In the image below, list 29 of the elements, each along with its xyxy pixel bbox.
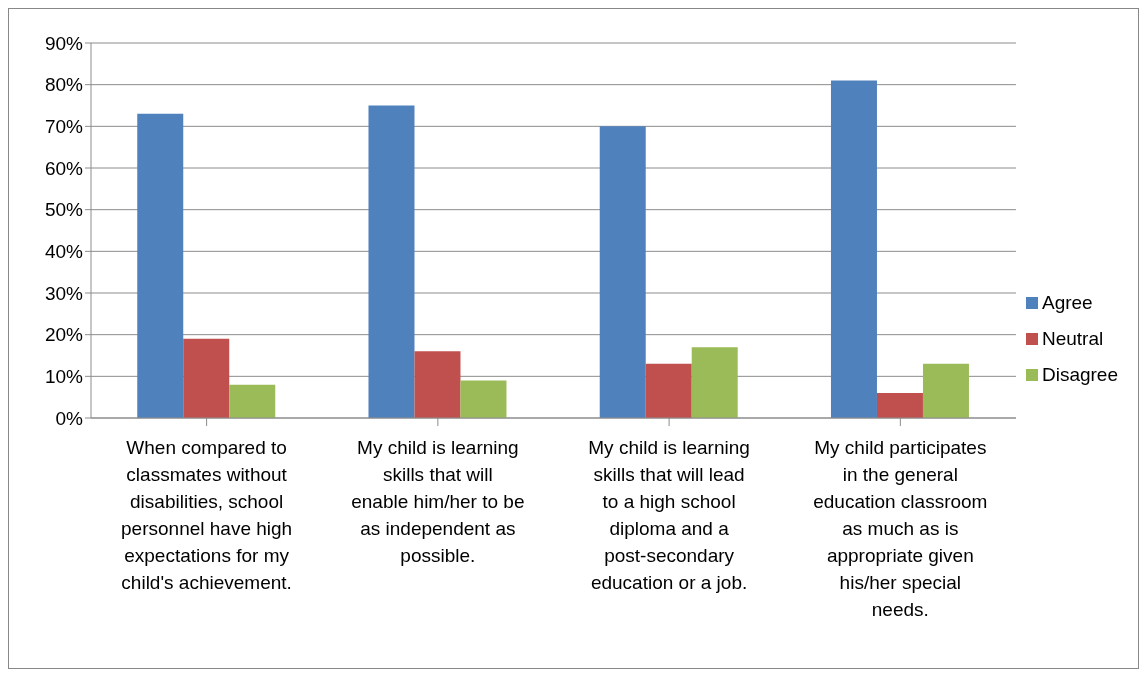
y-tick-label: 10% (44, 366, 84, 388)
bar (460, 380, 507, 418)
y-tick-label: 40% (44, 241, 84, 263)
bar (691, 347, 738, 418)
bar (229, 384, 276, 418)
y-tick-label: 0% (55, 407, 84, 429)
bar (414, 351, 461, 418)
legend-label: Neutral (1041, 327, 1104, 349)
legend-label: Disagree (1041, 363, 1118, 385)
bar (876, 393, 923, 418)
bar (599, 126, 646, 418)
bar (183, 338, 230, 418)
y-tick-label: 50% (44, 199, 84, 221)
bar (922, 363, 969, 418)
bar (368, 105, 415, 418)
x-tick-label: My child is learning skills that will enable him/her to be as independent as possible. (351, 437, 525, 566)
bar (137, 113, 184, 418)
x-tick-label: When compared to classmates without disabilities, school personnel have high expectations for my child's achievement. (121, 437, 293, 593)
y-tick-label: 90% (44, 32, 84, 54)
legend-label: Agree (1041, 291, 1093, 313)
bar (645, 363, 692, 418)
y-tick-label: 20% (44, 324, 84, 346)
y-tick-label: 80% (44, 74, 84, 96)
y-tick-label: 70% (44, 116, 84, 138)
y-tick-label: 30% (44, 282, 84, 304)
x-tick-label: My child is learning skills that will lead to a high school diploma and a post-secondary education or a job. (588, 437, 750, 593)
x-tick-label: My child participates in the general education classroom as much as is appropriate given his/her special needs. (813, 437, 988, 620)
y-tick-label: 60% (44, 157, 84, 179)
bar (830, 80, 877, 418)
